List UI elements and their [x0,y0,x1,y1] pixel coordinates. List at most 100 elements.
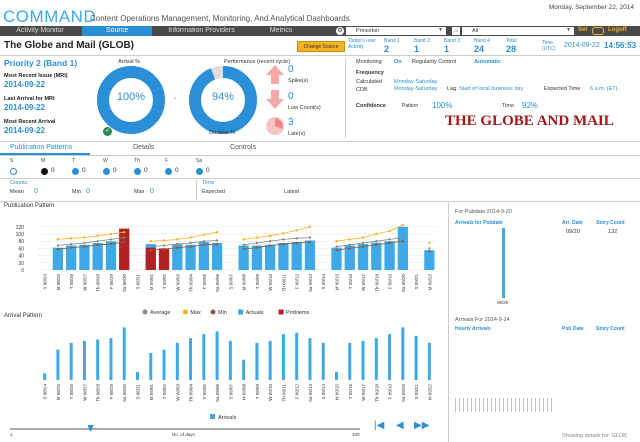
series-point-average [428,247,431,250]
frequency-label: Frequency [356,70,384,76]
weekday-status-dot[interactable] [165,168,172,175]
tab-details[interactable]: Details [133,144,155,151]
x-tick-label: S 09/07 [228,274,233,290]
x-tick-label: S 09/21 [414,384,419,400]
legend-swatch [238,309,244,315]
next-page-icon[interactable]: ▶▶ [414,420,430,431]
weekday-status-dot[interactable] [103,168,110,175]
weekday-label: M [41,158,46,164]
monitoring-label: Monitoring [356,59,382,65]
series-point-average [149,245,152,248]
calculated-label: Calculated [356,79,382,85]
arr-date-header: Arr. Date [562,220,583,226]
x-tick-label: F 09/12 [295,384,300,400]
monitoring-value[interactable]: On [394,59,402,65]
tab-metrics[interactable]: Metrics [269,27,293,34]
days-slider-track[interactable] [10,428,360,430]
arrivals-bar [374,338,378,380]
first-page-icon[interactable]: |◀ [374,420,385,431]
x-tick-label: S 08/24 [43,274,48,290]
problems-bar [145,247,156,270]
actuals-bar [211,243,223,270]
arr-pattern-title: Arrival Pattern [4,313,43,319]
legend-swatch [210,414,215,419]
series-line-max [150,231,218,242]
days-slider-thumb[interactable] [87,425,94,432]
actuals-bar [79,244,90,270]
set-button[interactable]: Set [578,27,588,33]
hourly-arrivals-label: Hourly Arrivals [455,326,491,332]
calculated-value: Monday-Saturday [394,79,438,85]
actuals-bar [265,244,276,270]
weekday-status-dot[interactable] [41,168,48,175]
arrivals-bar [414,336,418,380]
last-arrival-value: 2014-09-22 [4,103,45,112]
provider-select[interactable]: Princeton [346,27,446,35]
actuals-bar [344,245,355,270]
x-tick-label: M 09/22 [427,384,432,401]
arrivals-bar [335,371,338,380]
pubdate-bar-label: 09/20 [497,300,509,305]
series-line-max [57,231,125,240]
x-tick-label: Sa 08/30 [122,274,127,293]
current-date-utc: 2014-09-22 [564,42,600,49]
mean-label: Mean [10,189,24,195]
divider [0,178,640,179]
problems-bar [119,228,130,270]
actuals-bar [331,247,342,270]
arrivals-bar [69,342,73,380]
regularity-value[interactable]: Automatic [474,59,501,65]
change-source-button[interactable]: Change Source [297,41,345,52]
actuals-bar [397,226,408,270]
arrivals-title: Arrivals For 2014-9-24 [455,317,510,323]
weekday-status-dot[interactable] [72,168,79,175]
x-tick-label: T 08/26 [69,274,74,290]
arrivals-bar [255,342,259,380]
weekday-label: F [165,158,169,164]
series-point-max [56,238,60,241]
legend-swatch [182,309,188,315]
max-label: Max [134,189,145,195]
arrivals-bar [242,359,246,380]
logoff-button[interactable]: Logoff [608,27,627,33]
x-tick-label: M 09/08 [242,384,247,401]
max-value: 0 [150,188,154,195]
x-tick-label: M 09/22 [427,274,432,291]
weekday-label: Th [134,158,140,164]
tab-source[interactable]: Source [82,26,152,36]
weekday-status-dot[interactable] [134,168,141,175]
late-value: 3 [288,117,294,128]
actuals-bar [424,250,435,270]
tab-activity-monitor[interactable]: Activity Monitor [16,27,64,34]
weekday-status-dot[interactable] [196,168,203,175]
x-tick-label: S 08/31 [136,274,141,290]
y-tick-label: 20 [18,261,24,267]
filter-select[interactable]: All [462,27,574,35]
x-tick-label: F 09/12 [295,274,300,290]
actuals-bar [52,247,64,270]
latest-label: Latest [284,189,299,195]
slider-max: 100 [352,432,360,437]
actuals-bar [304,240,316,270]
todays-activity-label: Today's user Activity [348,38,376,50]
x-tick-label: F 09/05 [202,384,207,400]
low-arrow-icon [266,90,284,109]
spike-arrow-icon [266,65,284,84]
nav-bar: Activity Monitor Source Information Prov… [0,26,640,36]
weekday-status-dot[interactable] [10,168,17,175]
tab-information-providers[interactable]: Information Providers [168,27,235,34]
home-icon[interactable]: ⌂ [452,27,460,35]
prev-page-icon[interactable]: ◀ [396,420,404,431]
series-point-max [215,231,219,234]
tab-controls[interactable]: Controls [230,144,257,151]
tab-publication-patterns[interactable]: Publication Patterns [10,144,73,151]
arrivals-bar [308,338,312,380]
actuals-bar [357,244,369,270]
weekday-label: Sa [196,158,203,164]
x-tick-label: Sa 08/30 [122,384,127,403]
gear-icon[interactable]: ⚙ [336,27,344,35]
divider [448,202,449,442]
